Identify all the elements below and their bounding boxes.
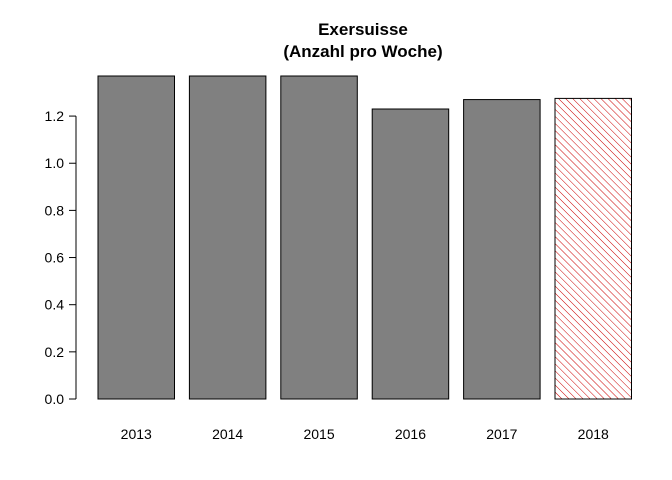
x-tick-label-2015: 2015 <box>303 426 334 442</box>
y-tick-label: 0.2 <box>45 344 65 360</box>
y-tick-label: 0.4 <box>45 297 65 313</box>
y-tick-label: 0.6 <box>45 250 65 266</box>
x-tick-labels: 2013 2014 2015 2016 2017 2018 <box>121 426 609 442</box>
bar-2013 <box>97 75 175 400</box>
y-tick-label: 1.0 <box>45 155 65 171</box>
y-tick-label: 0.8 <box>45 202 65 218</box>
x-tick-label-2014: 2014 <box>212 426 243 442</box>
bar-2015 <box>280 75 358 400</box>
bar-2014 <box>188 75 267 400</box>
bar-2017 <box>463 99 541 400</box>
chart-title-line2: (Anzahl pro Woche) <box>283 42 442 61</box>
bars-group <box>97 75 632 400</box>
x-tick-label-2017: 2017 <box>486 426 517 442</box>
bar-2018 <box>554 97 632 400</box>
x-tick-label-2013: 2013 <box>121 426 152 442</box>
chart-title-line1: Exersuisse <box>318 20 408 39</box>
x-tick-label-2016: 2016 <box>395 426 426 442</box>
bar-2016 <box>371 108 450 400</box>
y-axis: 0.0 0.2 0.4 0.6 0.8 1.0 1.2 <box>45 108 77 407</box>
y-tick-label: 1.2 <box>45 108 65 124</box>
y-tick-label: 0.0 <box>45 391 65 407</box>
x-tick-label-2018: 2018 <box>578 426 609 442</box>
